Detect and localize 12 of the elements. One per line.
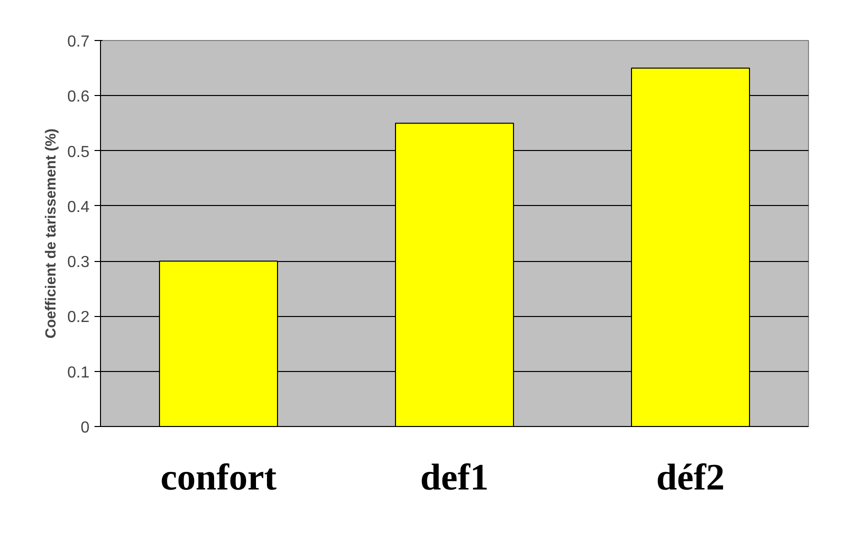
y-axis-title: Coefficient de tarissement (%)	[43, 128, 60, 339]
y-tick-label: 0.6	[67, 88, 90, 106]
y-tick-label: 0.1	[67, 364, 90, 382]
y-tick-label: 0.7	[67, 34, 90, 50]
x-tick-label: confort	[160, 458, 278, 498]
x-tick-label: déf2	[656, 458, 725, 498]
y-tick-label: 0	[80, 420, 90, 436]
y-tick-label: 0.4	[67, 198, 90, 216]
y-tick-label: 0.2	[67, 309, 90, 326]
y-tick-label: 0.3	[67, 254, 90, 272]
y-tick-label: 0.5	[67, 144, 90, 161]
x-tick-label: def1	[420, 458, 489, 498]
